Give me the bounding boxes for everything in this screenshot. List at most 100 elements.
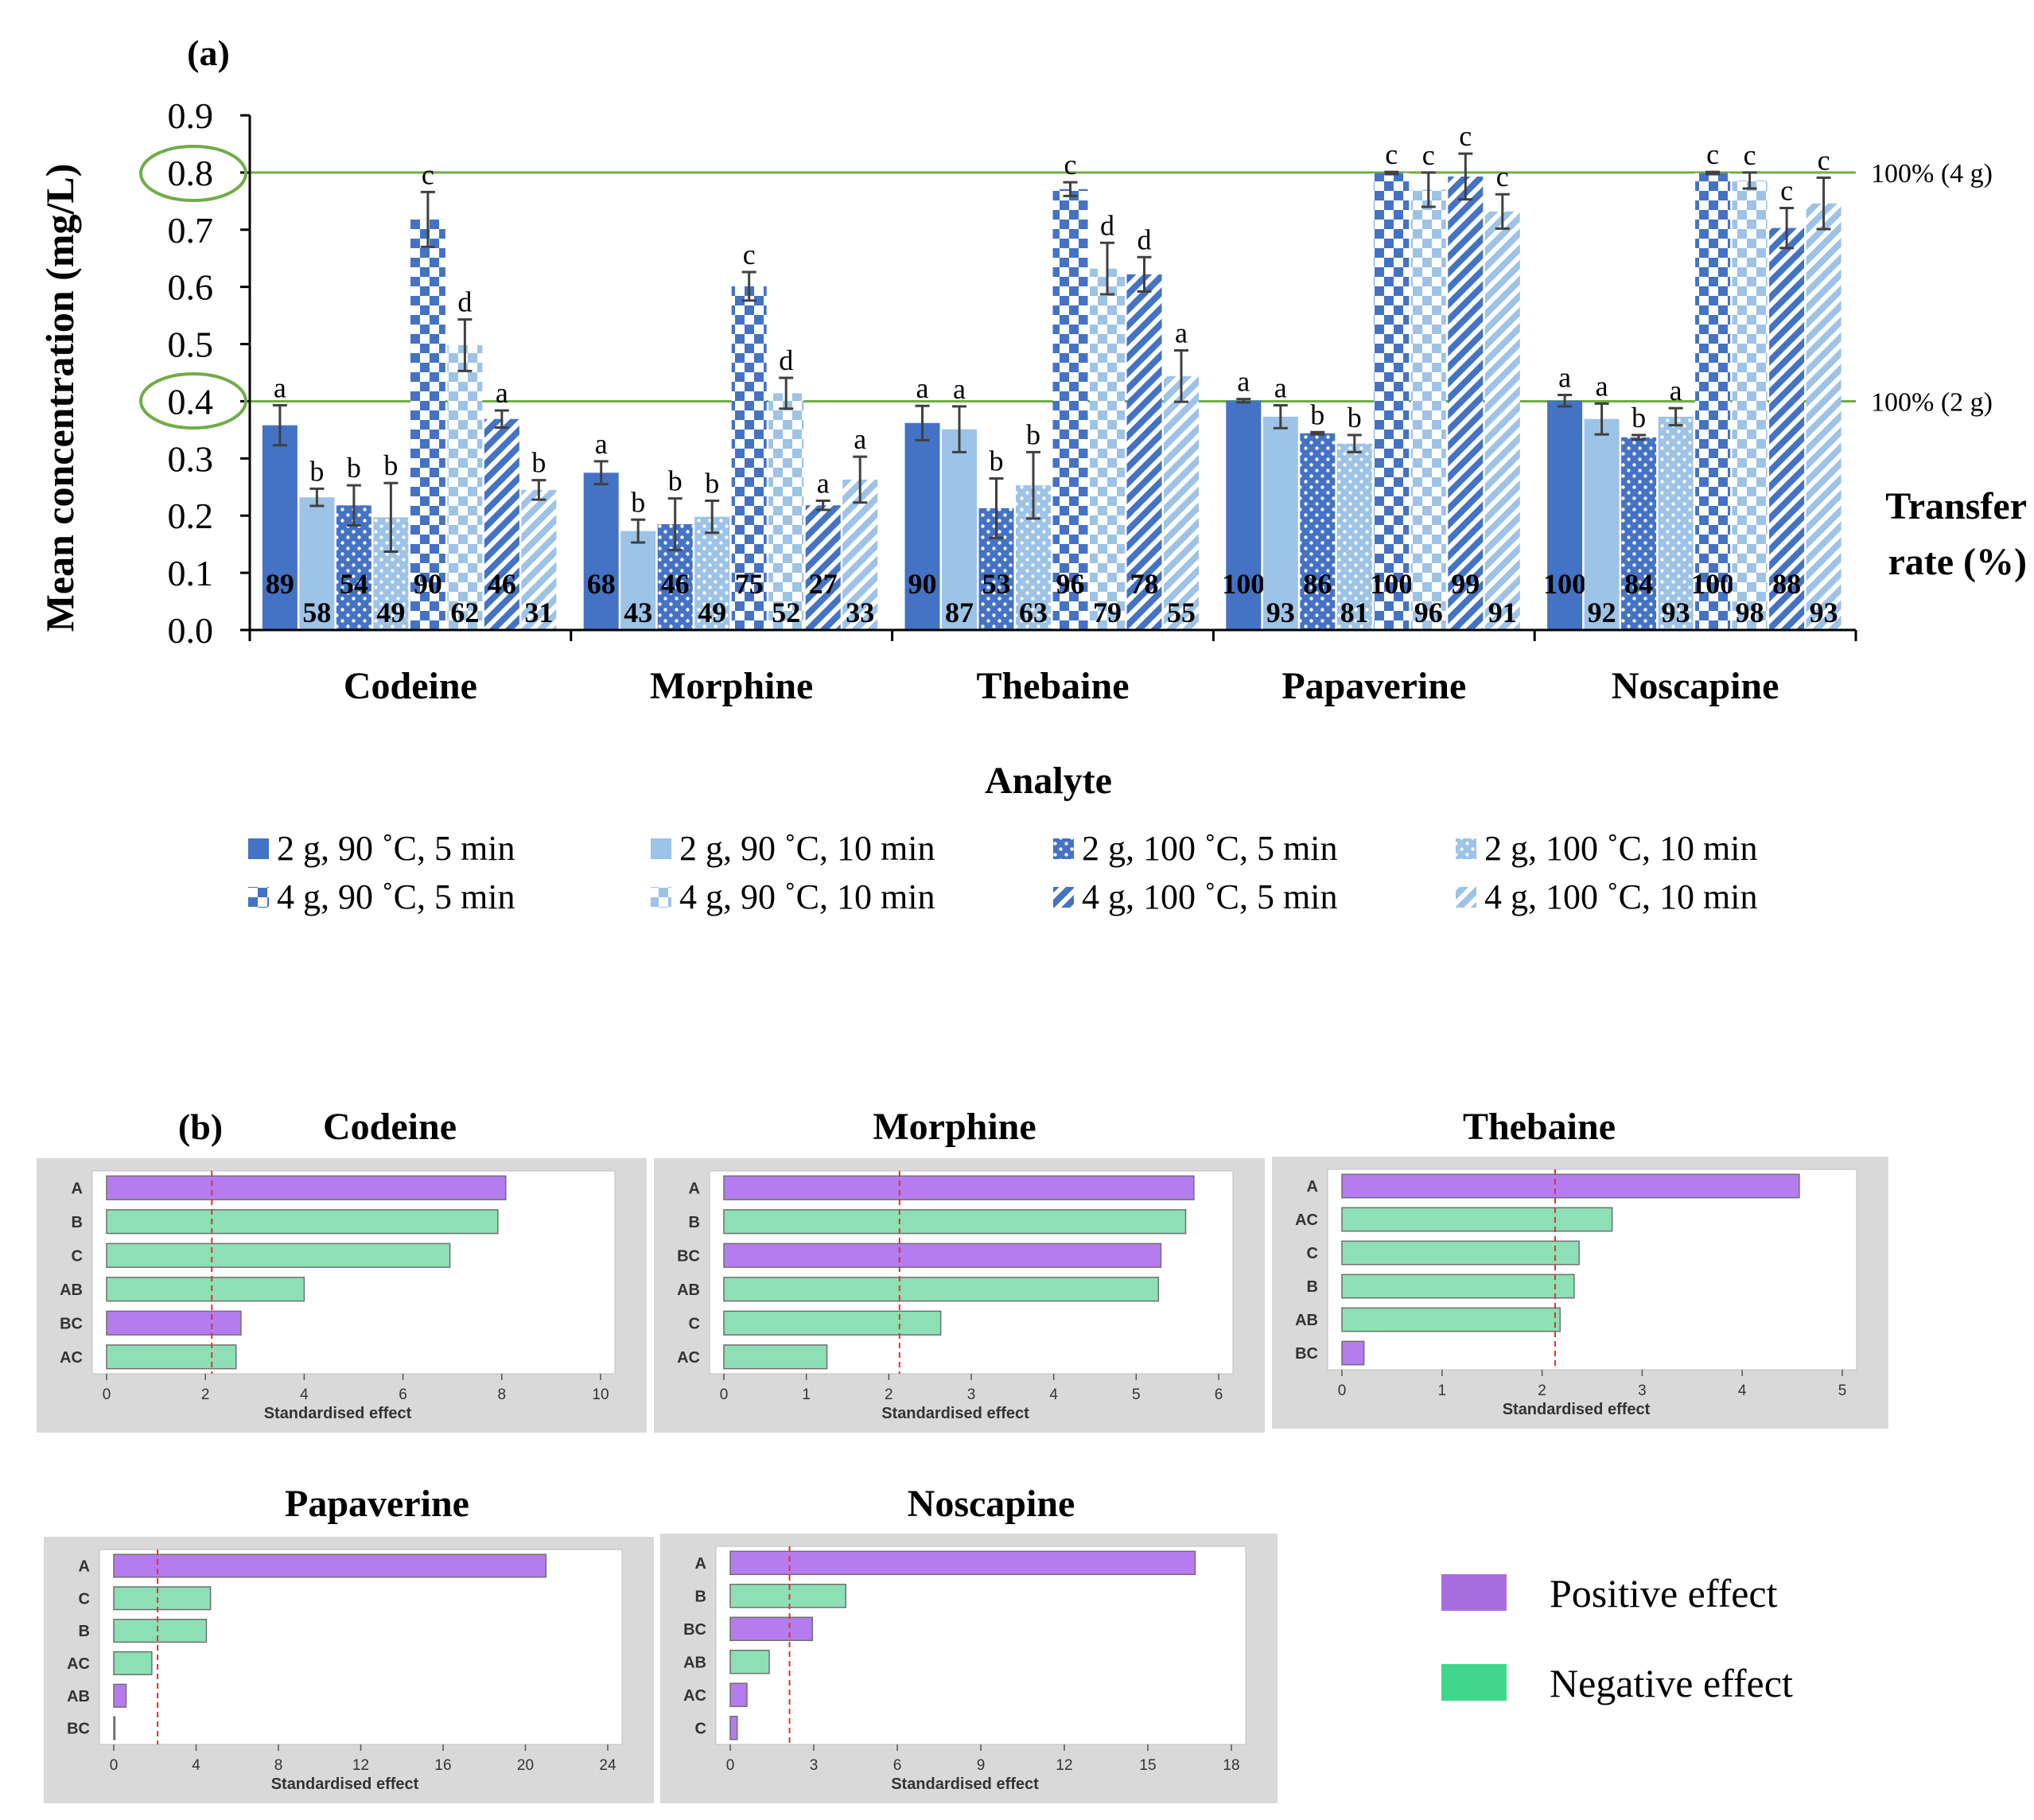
effect-label: AC [677, 1349, 700, 1367]
transfer-rate-value: 93 [1810, 597, 1838, 628]
y-axis-title: Mean concentration (mg/L) [37, 164, 82, 632]
bar [1164, 375, 1199, 630]
pareto-x-tick-label: 3 [1638, 1382, 1647, 1399]
significance-letter: d [1138, 224, 1152, 255]
pareto-x-tick-label: 8 [274, 1757, 283, 1774]
bar [1410, 189, 1446, 630]
significance-letter: a [1596, 370, 1608, 402]
significance-letter: c [1744, 139, 1756, 171]
significance-letter: a [953, 373, 966, 405]
bar [1658, 416, 1694, 630]
effect-bar [1341, 1274, 1575, 1299]
bar [447, 344, 483, 630]
effect-bar [729, 1550, 1196, 1576]
y-tick-label: 0.1 [168, 553, 214, 593]
bar [904, 422, 940, 630]
pareto-x-tick-label: 20 [517, 1757, 534, 1774]
effect-label: A [79, 1558, 90, 1575]
transfer-rate-value: 81 [1340, 597, 1369, 628]
transfer-rate-value: 55 [1167, 597, 1196, 628]
panel-a-label: (a) [187, 33, 230, 73]
pareto-x-axis-title: Standardised effect [881, 1405, 1029, 1422]
pareto-title: Noscapine [908, 1483, 1075, 1525]
effect-label: BC [677, 1247, 700, 1265]
significance-letter: b [990, 445, 1004, 476]
bar [1621, 437, 1657, 630]
legend-label: 4 g, 90 ˚C, 5 min [277, 877, 515, 916]
category-labels: Codeine Morphine Thebaine Papaverine Noscapi… [344, 665, 1779, 707]
transfer-rate-value: 93 [1662, 597, 1690, 628]
y-tick-label: 0.5 [168, 325, 214, 365]
effect-label: AC [60, 1349, 83, 1367]
reference-line-label: 100% (4 g) [1871, 159, 1993, 189]
effect-label: B [689, 1214, 700, 1231]
transfer-rate-value: 31 [524, 597, 553, 628]
bar [521, 489, 557, 630]
effect-label: B [72, 1214, 83, 1231]
pareto-x-tick-label: 3 [967, 1386, 976, 1403]
bar [842, 479, 878, 630]
legend-swatch [651, 887, 671, 908]
effect-label: AB [67, 1688, 90, 1705]
pareto-x-axis-title: Standardised effect [271, 1775, 419, 1793]
bar [1547, 400, 1583, 630]
pareto-plot-area [1327, 1169, 1857, 1371]
bar [484, 418, 519, 630]
significance-letter: b [531, 447, 546, 479]
axes [240, 114, 1857, 641]
significance-letter: b [1631, 402, 1646, 434]
pareto-x-tick-label: 0 [726, 1757, 735, 1774]
legend-label: 4 g, 100 ˚C, 10 min [1484, 877, 1757, 916]
y-tick-label: 0.6 [168, 267, 214, 308]
pareto-chart-thebaine: Thebaine A AC CB AB BC 0 1 2 3 4 5 Standardised effe… [1272, 1106, 1888, 1429]
bar [694, 516, 730, 630]
bar [1584, 418, 1620, 630]
transfer-rate-value: 90 [414, 568, 442, 600]
effect-label: C [695, 1720, 706, 1737]
effect-label: AB [60, 1281, 83, 1299]
significance-letter: b [1310, 399, 1324, 430]
significance-letter: a [1558, 362, 1571, 394]
legend-swatch [1456, 887, 1476, 908]
effect-label: AB [677, 1281, 700, 1299]
effect-bar [106, 1277, 305, 1302]
significance-letter: a [1670, 375, 1682, 406]
pareto-x-tick-label: 10 [592, 1386, 609, 1403]
effect-label: A [1307, 1178, 1318, 1196]
transfer-rate-value: 33 [846, 597, 874, 628]
y-tick-label: 0.4 [168, 381, 214, 422]
bar [1090, 268, 1125, 630]
legend-label: 2 g, 90 ˚C, 5 min [277, 829, 515, 868]
effect-label: AB [683, 1654, 706, 1671]
significance-letter: b [668, 465, 683, 497]
effect-bar [729, 1616, 813, 1642]
legend-swatch [1053, 838, 1074, 859]
effect-legend-label: Negative effect [1550, 1661, 1793, 1705]
significance-letter: b [347, 452, 361, 484]
significance-letter: a [496, 377, 508, 409]
reference-line-label: 100% (2 g) [1871, 387, 1993, 417]
pareto-title: Thebaine [1463, 1106, 1616, 1148]
pareto-plot-area [99, 1549, 623, 1745]
transfer-rate-value: 63 [1019, 597, 1048, 628]
effect-bar [1341, 1207, 1613, 1232]
bar [1262, 416, 1298, 630]
transfer-rate-value: 86 [1303, 568, 1332, 600]
pareto-title: Morphine [873, 1106, 1036, 1148]
effect-bar [723, 1277, 1160, 1302]
effect-bar [1341, 1240, 1580, 1266]
transfer-rate-label-line1: Transfer [1885, 485, 2027, 527]
significance-letter: a [1175, 317, 1188, 348]
transfer-rate-value: 49 [376, 597, 405, 628]
transfer-rate-value: 84 [1624, 568, 1653, 600]
pareto-x-tick-label: 24 [599, 1757, 616, 1774]
bar [805, 505, 841, 630]
transfer-rate-value: 52 [772, 597, 800, 628]
legend-swatch [1053, 887, 1074, 908]
effect-label: BC [60, 1315, 83, 1332]
effect-label: B [79, 1623, 90, 1640]
bar [410, 219, 445, 630]
y-tick-labels: 0.0 0.1 0.2 0.3 0.4 0.5 0.6 0.7 0.8 0.9 [168, 95, 214, 651]
